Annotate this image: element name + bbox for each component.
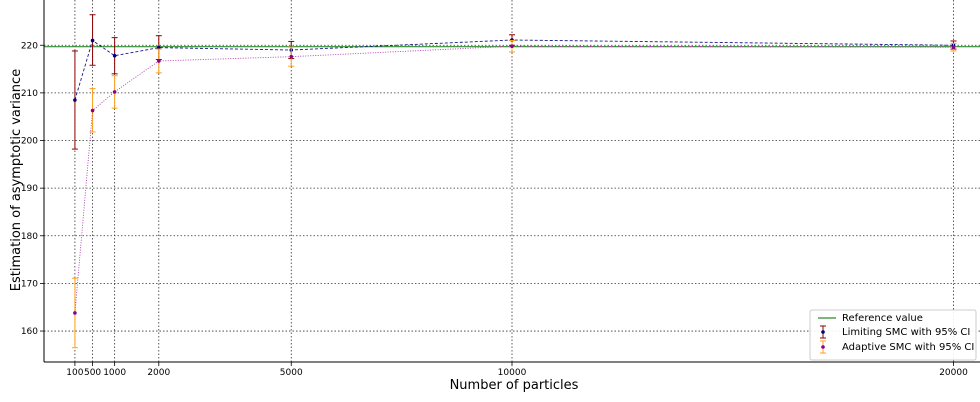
legend-adaptive-label: Adaptive SMC with 95% CI <box>842 342 974 353</box>
legend-box <box>809 309 977 361</box>
x-tick-label: 100 <box>66 368 83 378</box>
data-point <box>289 54 294 59</box>
x-axis-label: Number of particles <box>450 378 579 393</box>
legend-limiting-swatch <box>820 325 826 339</box>
series-line <box>74 39 954 101</box>
ticks: 100 500 1000 2000 5000 10000 20000 160 170 180 190… <box>21 41 968 378</box>
data-point <box>90 38 95 43</box>
data-point <box>156 45 161 50</box>
series-limiting-smc <box>71 14 957 150</box>
x-tick-label: 5000 <box>280 368 303 378</box>
series-layer <box>71 14 957 349</box>
data-point <box>73 311 77 315</box>
data-point <box>951 45 956 49</box>
x-tick-label: 1000 <box>103 368 126 378</box>
legend-limiting-label: Limiting SMC with 95% CI <box>842 327 970 338</box>
legend-adaptive-swatch <box>820 340 826 354</box>
data-point <box>90 108 95 113</box>
x-tick-label: 10000 <box>498 368 527 378</box>
x-tick-label: 2000 <box>147 368 170 378</box>
axes <box>43 0 980 363</box>
y-axis-label: Estimation of asymptotic variance <box>9 69 24 291</box>
y-tick-label: 200 <box>21 137 38 147</box>
series-adaptive-smc <box>71 39 957 349</box>
grid <box>44 0 980 362</box>
data-point <box>73 98 77 102</box>
data-point <box>510 44 514 49</box>
y-tick-label: 190 <box>21 184 38 194</box>
data-point <box>112 53 117 58</box>
y-tick-label: 170 <box>21 279 38 289</box>
y-tick-label: 180 <box>21 232 38 242</box>
y-tick-label: 220 <box>21 41 38 51</box>
data-point <box>156 59 161 63</box>
series-line <box>74 45 954 313</box>
x-tick-label: 20000 <box>939 368 968 378</box>
legend-reference-label: Reference value <box>842 313 923 324</box>
x-tick-label: 500 <box>84 368 101 378</box>
y-tick-label: 160 <box>21 327 38 337</box>
legend: Reference value Limiting SMC with 95% CI… <box>809 309 977 361</box>
data-point <box>112 90 117 94</box>
y-tick-label: 210 <box>21 89 38 99</box>
